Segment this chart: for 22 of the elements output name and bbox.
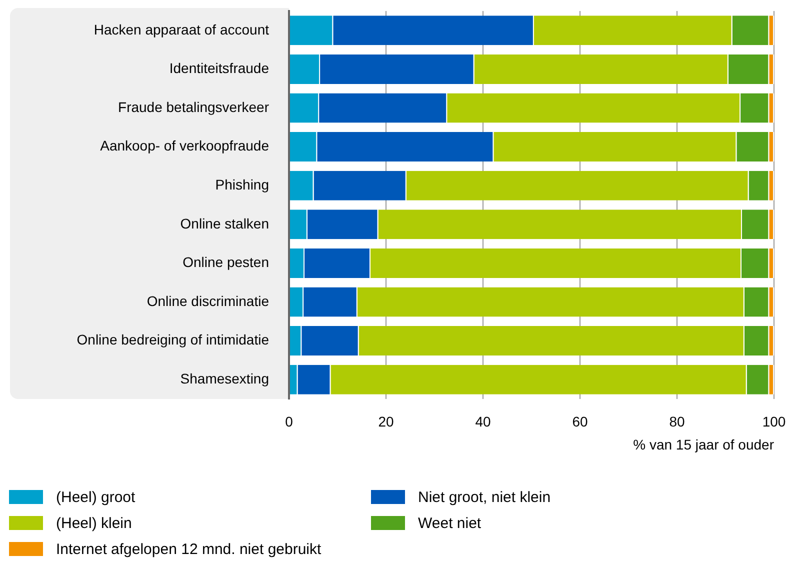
legend-label: (Heel) klein <box>56 514 132 532</box>
y-tick-label: Phishing <box>215 176 269 192</box>
legend-label: Weet niet <box>418 514 482 532</box>
x-tick-label: 60 <box>572 413 588 430</box>
y-tick-label: Identiteitsfraude <box>169 60 270 76</box>
y-tick-label: Online bedreiging of intimidatie <box>76 332 270 348</box>
x-tick-label: 20 <box>378 413 394 430</box>
legend-label: Niet groot, niet klein <box>418 488 551 506</box>
y-tick-label: Hacken apparaat of account <box>94 21 270 38</box>
y-tick-label: Aankoop- of verkoopfraude <box>100 138 270 154</box>
y-tick-label: Shamesexting <box>180 370 269 386</box>
x-tick-label: 40 <box>475 413 491 430</box>
x-tick-label: 0 <box>285 413 294 430</box>
x-tick-label: 100 <box>762 413 786 430</box>
legend-label: (Heel) groot <box>56 488 136 506</box>
y-tick-label: Online pesten <box>182 254 269 270</box>
x-tick-label: 80 <box>669 413 685 430</box>
y-tick-label: Fraude betalingsverkeer <box>118 98 270 115</box>
y-tick-label: Online stalken <box>180 215 269 232</box>
x-axis-title: % van 15 jaar of ouder <box>633 436 774 452</box>
legend-label: Internet afgelopen 12 mnd. niet gebruikt <box>56 540 322 558</box>
y-tick-label: Online discriminatie <box>146 292 270 309</box>
